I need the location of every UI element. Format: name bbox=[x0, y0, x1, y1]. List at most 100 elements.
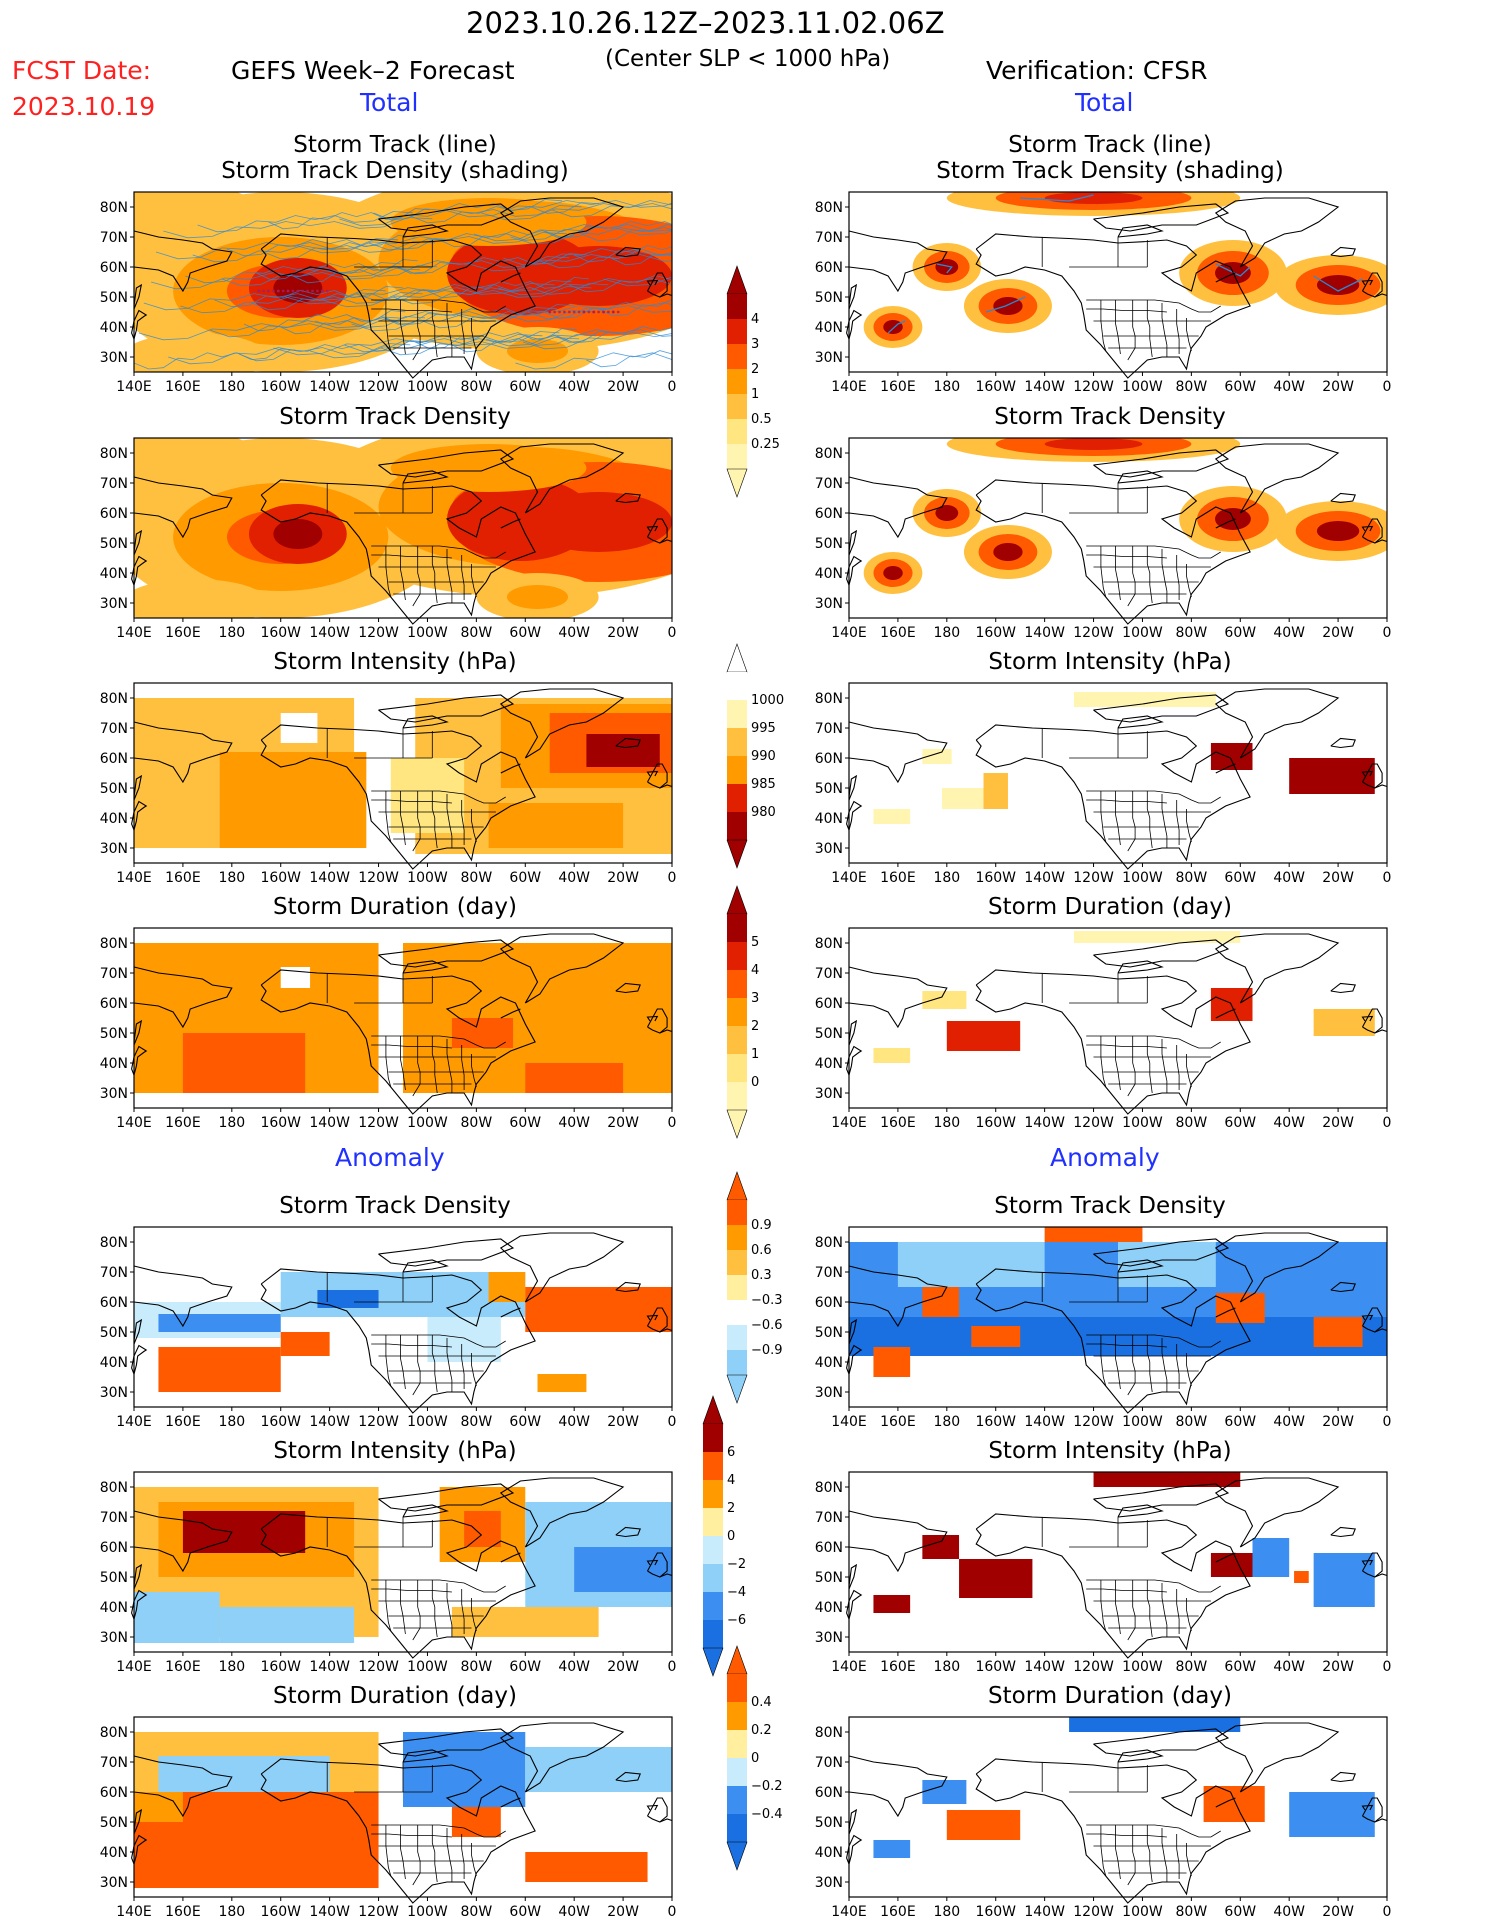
lon-tick-label: 40W bbox=[1273, 1115, 1305, 1131]
lon-tick-label: 60W bbox=[1224, 1115, 1256, 1131]
lon-tick-label: 20W bbox=[1322, 1659, 1354, 1675]
title-r6: Storm Intensity (hPa) bbox=[988, 1438, 1232, 1464]
storm-track-lines bbox=[887, 194, 1363, 334]
lat-tick-label: 70N bbox=[815, 966, 843, 982]
lat-tick-label: 70N bbox=[815, 1510, 843, 1526]
lon-tick-label: 0 bbox=[1383, 870, 1392, 886]
lon-tick-label: 140W bbox=[309, 870, 350, 886]
lon-tick-label: 100W bbox=[1122, 625, 1163, 641]
lon-tick-label: 20W bbox=[607, 870, 639, 886]
coastlines bbox=[846, 1477, 1388, 1659]
lon-tick-label: 140E bbox=[831, 1115, 867, 1131]
title-l1-shading: Storm Track Density (shading) bbox=[221, 158, 569, 184]
title-r4: Storm Duration (day) bbox=[988, 894, 1232, 920]
map-frame bbox=[133, 1471, 673, 1653]
colorbar-arrow-top bbox=[726, 1645, 748, 1675]
lon-tick-label: 40W bbox=[558, 1904, 590, 1920]
lon-tick-label: 100W bbox=[407, 625, 448, 641]
map-frame bbox=[848, 437, 1388, 619]
lon-tick-label: 180 bbox=[933, 1659, 960, 1675]
lon-tick-label: 20W bbox=[1322, 1115, 1354, 1131]
lat-tick-label: 40N bbox=[100, 320, 128, 336]
colorbar-segment bbox=[703, 1536, 723, 1564]
lat-tick-label: 40N bbox=[100, 1845, 128, 1861]
map-frame bbox=[848, 1226, 1388, 1408]
lon-tick-label: 140W bbox=[1024, 1904, 1065, 1920]
colorbar-segment bbox=[703, 1592, 723, 1620]
lat-tick-label: 30N bbox=[100, 841, 128, 857]
lon-tick-label: 140W bbox=[1024, 1414, 1065, 1430]
colorbar-segment bbox=[727, 998, 747, 1026]
lon-tick-label: 180 bbox=[933, 870, 960, 886]
colorbar-label: 0 bbox=[751, 1075, 759, 1090]
lat-tick-label: 70N bbox=[100, 1755, 128, 1771]
lon-tick-label: 180 bbox=[933, 379, 960, 395]
lat-tick-label: 80N bbox=[815, 446, 843, 462]
lat-tick-label: 50N bbox=[100, 536, 128, 552]
title-r3: Storm Intensity (hPa) bbox=[988, 649, 1232, 675]
colorbar-arrow-bottom bbox=[726, 1841, 748, 1871]
lon-tick-label: 0 bbox=[668, 625, 677, 641]
lon-tick-label: 160E bbox=[880, 625, 916, 641]
lon-tick-label: 140W bbox=[309, 1115, 350, 1131]
colorbar-segment bbox=[703, 1620, 723, 1648]
lon-tick-label: 0 bbox=[668, 1904, 677, 1920]
lon-tick-label: 140W bbox=[1024, 625, 1065, 641]
lon-tick-label: 180 bbox=[933, 625, 960, 641]
lon-tick-label: 40W bbox=[558, 379, 590, 395]
lon-tick-label: 0 bbox=[668, 379, 677, 395]
lat-tick-label: 70N bbox=[100, 1265, 128, 1281]
fcst-date-value: 2023.10.19 bbox=[12, 92, 156, 121]
colorbar-label: −0.3 bbox=[751, 1293, 783, 1308]
lon-tick-label: 180 bbox=[218, 379, 245, 395]
lon-tick-label: 0 bbox=[668, 1414, 677, 1430]
lon-tick-label: 40W bbox=[1273, 870, 1305, 886]
map-frame bbox=[848, 927, 1388, 1109]
title-r5: Storm Track Density bbox=[994, 1193, 1226, 1219]
colorbar-label: 4 bbox=[727, 1473, 735, 1488]
lon-tick-label: 140W bbox=[1024, 1115, 1065, 1131]
colorbar-arrow-bottom bbox=[726, 839, 748, 869]
lon-tick-label: 160E bbox=[165, 870, 201, 886]
map-forecast-track: 140E 160E 180 160W 140W 120W 100W 80W 60W 40W 20W 0… bbox=[100, 191, 677, 395]
map-frame bbox=[848, 1716, 1388, 1898]
lon-tick-label: 120W bbox=[358, 1659, 399, 1675]
colorbar-intensity-anom: 6 4 2 0 −2 −4 −6 bbox=[702, 1395, 746, 1677]
lat-tick-label: 40N bbox=[815, 1600, 843, 1616]
lon-tick-label: 80W bbox=[1176, 1414, 1208, 1430]
lat-tick-label: 50N bbox=[815, 781, 843, 797]
lon-tick-label: 140E bbox=[831, 1659, 867, 1675]
lat-tick-label: 40N bbox=[100, 1600, 128, 1616]
map-forecast-intensity: 140E 160E 180 160W 140W 120W 100W 80W 60W 40W 20W 0… bbox=[100, 682, 676, 886]
colorbar-label: 990 bbox=[751, 749, 776, 764]
lat-tick-label: 50N bbox=[815, 1325, 843, 1341]
lon-tick-label: 160E bbox=[165, 1115, 201, 1131]
lon-tick-label: 80W bbox=[461, 1115, 493, 1131]
lat-tick-label: 60N bbox=[815, 1540, 843, 1556]
colorbar-arrow-top bbox=[726, 885, 748, 915]
colorbar-arrow-top bbox=[702, 1395, 724, 1425]
lon-tick-label: 0 bbox=[668, 1659, 677, 1675]
lon-tick-label: 160W bbox=[975, 870, 1016, 886]
lat-tick-label: 50N bbox=[100, 1570, 128, 1586]
colorbar-segment bbox=[727, 1730, 747, 1758]
lon-tick-label: 140W bbox=[1024, 1659, 1065, 1675]
lon-tick-label: 120W bbox=[358, 625, 399, 641]
map-verif-density: 140E 160E 180 160W 140W 120W 100W 80W 60W 40W 20W 0… bbox=[815, 437, 1392, 641]
lon-tick-label: 140E bbox=[831, 1414, 867, 1430]
map-verif-duration: 140E 160E 180 160W 140W 120W 100W 80W 60W 40W 20W 0… bbox=[815, 927, 1391, 1131]
lon-tick-label: 80W bbox=[1176, 1115, 1208, 1131]
lat-tick-label: 30N bbox=[815, 1385, 843, 1401]
coastlines bbox=[131, 1232, 673, 1414]
colorbar-label: 995 bbox=[751, 721, 776, 736]
coastlines bbox=[846, 933, 1388, 1115]
lon-tick-label: 180 bbox=[218, 1904, 245, 1920]
colorbar-arrow-bottom bbox=[726, 1109, 748, 1139]
left-anomaly-label: Anomaly bbox=[335, 1143, 445, 1172]
colorbar-segment bbox=[727, 756, 747, 784]
lat-tick-label: 80N bbox=[100, 200, 128, 216]
lat-tick-label: 30N bbox=[100, 1086, 128, 1102]
lon-tick-label: 80W bbox=[1176, 1904, 1208, 1920]
lon-tick-label: 0 bbox=[1383, 625, 1392, 641]
lat-tick-label: 60N bbox=[815, 751, 843, 767]
